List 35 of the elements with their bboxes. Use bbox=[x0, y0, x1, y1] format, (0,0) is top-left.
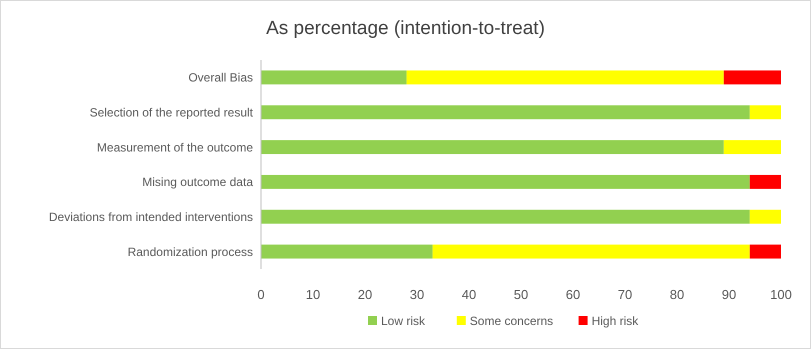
bar bbox=[261, 70, 407, 84]
bar bbox=[261, 140, 724, 154]
bar bbox=[750, 210, 781, 224]
legend-label: High risk bbox=[592, 314, 640, 328]
x-tick-label: 80 bbox=[670, 287, 684, 302]
bar bbox=[750, 105, 781, 120]
x-tick-label: 70 bbox=[618, 287, 632, 302]
chart-title: As percentage (intention-to-treat) bbox=[266, 18, 545, 39]
bar bbox=[261, 244, 433, 259]
x-tick-label: 40 bbox=[462, 287, 476, 302]
x-tick-label: 30 bbox=[410, 287, 424, 302]
bar bbox=[261, 210, 750, 224]
y-tick-label: Deviations from intended interventions bbox=[48, 210, 253, 224]
bar bbox=[261, 105, 750, 120]
bar bbox=[724, 70, 781, 84]
y-tick-label: Selection of the reported result bbox=[90, 105, 254, 120]
x-tick-label: 60 bbox=[566, 287, 580, 302]
bar bbox=[406, 70, 724, 84]
bar bbox=[750, 244, 781, 259]
x-tick-label: 90 bbox=[722, 287, 736, 302]
legend-label: Low risk bbox=[381, 314, 426, 328]
y-tick-label: Measurement of the outcome bbox=[96, 140, 254, 154]
x-tick-label: 50 bbox=[514, 287, 528, 302]
bar bbox=[432, 244, 750, 259]
y-tick-label: Overall Bias bbox=[188, 70, 253, 85]
bar bbox=[724, 140, 781, 154]
x-tick-label: 0 bbox=[257, 287, 265, 302]
bar bbox=[750, 174, 781, 189]
bar bbox=[261, 174, 750, 189]
x-tick-label: 20 bbox=[358, 287, 372, 302]
x-tick-label: 100 bbox=[770, 287, 792, 302]
legend-label: Some concerns bbox=[470, 314, 554, 328]
y-tick-label: Randomization process bbox=[128, 244, 253, 259]
y-tick-label: Mising outcome data bbox=[142, 175, 254, 190]
x-tick-label: 10 bbox=[306, 287, 320, 302]
